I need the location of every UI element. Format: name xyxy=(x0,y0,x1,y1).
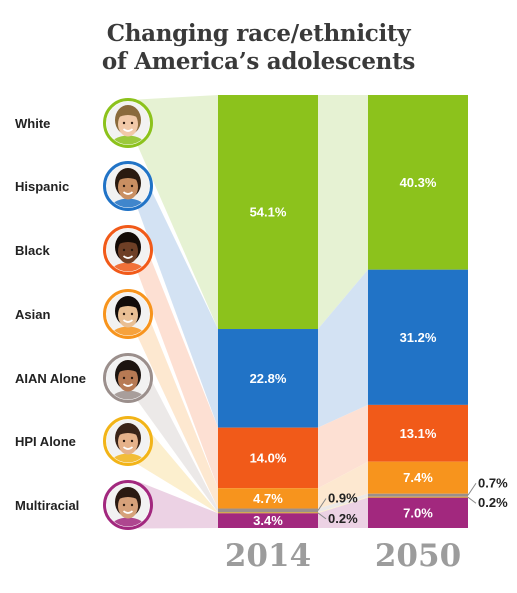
value-label-2014-hispanic: 22.8% xyxy=(250,371,287,386)
band-2014-to-2050-hispanic xyxy=(318,269,368,428)
aian-teen-avatar-icon xyxy=(103,353,153,403)
band-icon-to-2014-aian-alone xyxy=(138,354,218,513)
leader-2050-hpi-alone xyxy=(467,496,477,504)
bar-2014-multiracial xyxy=(218,513,318,528)
band-2014-to-2050-white xyxy=(318,95,368,330)
band-icon-to-2014-white xyxy=(138,95,218,330)
category-label-multiracial: Multiracial xyxy=(15,498,79,513)
value-label-2050-white: 40.3% xyxy=(400,175,437,190)
black-teen-avatar-icon xyxy=(103,225,153,275)
hispanic-teen-avatar-icon xyxy=(103,161,153,211)
bar-2014-white xyxy=(218,95,318,330)
category-label-hispanic: Hispanic xyxy=(15,179,69,194)
value-label-2014-black: 14.0% xyxy=(250,450,287,465)
category-label-aian-alone: AIAN Alone xyxy=(15,371,86,386)
value-label-2050-aian-alone: 0.7% xyxy=(478,475,508,490)
band-2014-to-2050-hpi-alone xyxy=(318,496,368,514)
value-label-2014-asian: 4.7% xyxy=(253,491,283,506)
category-label-white: White xyxy=(15,116,50,131)
multiracial-teen-avatar-icon xyxy=(103,480,153,530)
band-icon-to-2014-multiracial xyxy=(138,481,218,529)
chart-title-line-1: Changing race/ethnicity xyxy=(106,20,411,47)
bar-2050-multiracial xyxy=(368,497,468,528)
value-labels: 54.1% 22.8% 14.0% 4.7% 0.9% 0.2% 3.4% 40.3% 31.2… xyxy=(250,175,509,528)
band-icon-to-2014-asian xyxy=(138,290,218,509)
bar-2050-aian-alone xyxy=(368,493,468,497)
band-2014-to-2050-multiracial xyxy=(318,497,368,528)
value-label-2014-multiracial: 3.4% xyxy=(253,513,283,528)
leader-2014-hpi-alone xyxy=(317,512,327,520)
bar-2014-asian xyxy=(218,488,318,509)
white-teen-avatar-icon xyxy=(103,98,153,148)
value-label-2050-hispanic: 31.2% xyxy=(400,330,437,345)
asian-teen-avatar-icon xyxy=(103,289,153,339)
category-legend: White Hispanic Black Asian AIAN Alone HPI Alo… xyxy=(15,98,153,530)
year-label-2050: 2050 xyxy=(375,538,461,574)
bar-2050-asian xyxy=(368,461,468,494)
bar-2050-hpi-alone xyxy=(368,496,468,498)
bar-2050-white xyxy=(368,95,468,270)
band-2014-to-2050-aian-alone xyxy=(318,493,368,513)
year-label-2014: 2014 xyxy=(225,538,311,574)
bar-2014-hispanic xyxy=(218,329,318,428)
value-label-2014-hpi-alone: 0.2% xyxy=(328,511,358,526)
bar-2014-black xyxy=(218,427,318,489)
band-2014-to-2050-black xyxy=(318,404,368,489)
leader-2050-aian-alone xyxy=(467,482,477,496)
bar-2014-aian-alone xyxy=(218,508,318,513)
band-icon-to-2014-hpi-alone xyxy=(138,417,218,514)
value-label-2050-black: 13.1% xyxy=(400,426,437,441)
leader-2014-aian-alone xyxy=(317,498,327,511)
bars xyxy=(218,95,468,528)
band-icon-to-2014-black xyxy=(138,226,218,489)
band-icon-to-2014-hispanic xyxy=(138,162,218,428)
value-label-2014-white: 54.1% xyxy=(250,205,287,220)
category-label-hpi-alone: HPI Alone xyxy=(15,434,76,449)
value-label-2050-multiracial: 7.0% xyxy=(403,505,433,520)
band-2014-to-2050-asian xyxy=(318,461,368,509)
hpi-teen-avatar-icon xyxy=(103,416,153,466)
category-label-black: Black xyxy=(15,243,50,258)
bar-2050-black xyxy=(368,404,468,462)
chart-title-line-2: of America’s adolescents xyxy=(101,48,416,75)
bar-2014-hpi-alone xyxy=(218,512,318,514)
bar-2050-hispanic xyxy=(368,269,468,405)
connector-bands xyxy=(138,95,368,529)
chart-title: Changing race/ethnicity of America’s ado… xyxy=(0,20,517,76)
value-label-2050-asian: 7.4% xyxy=(403,470,433,485)
category-label-asian: Asian xyxy=(15,307,50,322)
value-label-2014-aian-alone: 0.9% xyxy=(328,490,358,505)
value-label-2050-hpi-alone: 0.2% xyxy=(478,495,508,510)
